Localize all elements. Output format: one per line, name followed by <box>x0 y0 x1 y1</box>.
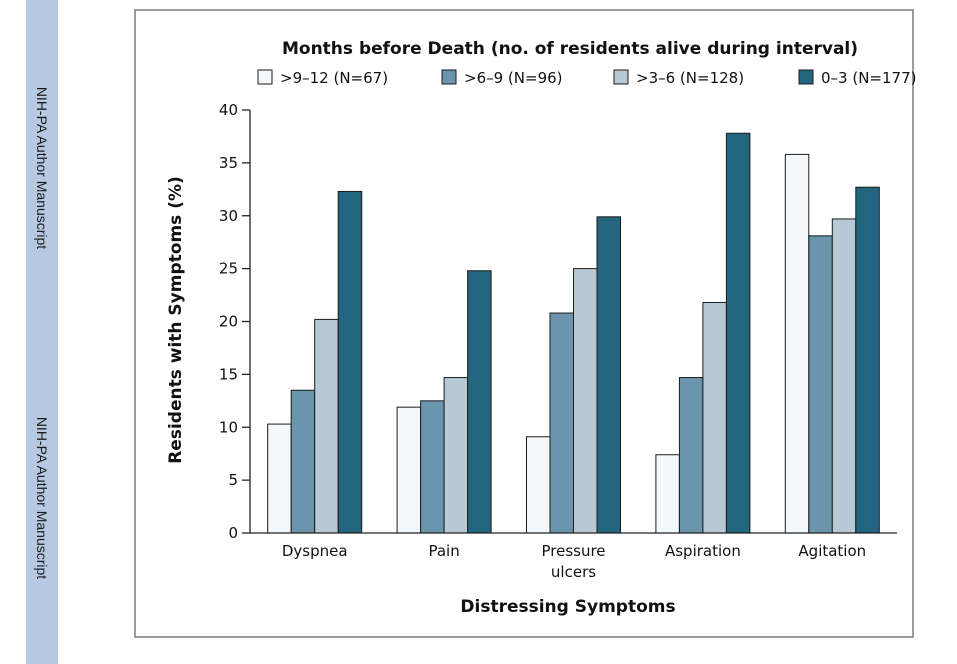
bar <box>337 190 363 534</box>
bar <box>573 268 598 534</box>
x-tick-label: Agitation <box>798 542 866 560</box>
legend-entry: >6–9 (N=96) <box>464 69 563 87</box>
bar <box>420 400 445 534</box>
bar <box>526 436 551 534</box>
sidebar-band <box>26 0 58 664</box>
y-tick-label: 0 <box>228 524 238 542</box>
x-tick-label: ulcers <box>551 563 596 581</box>
bars <box>267 132 880 534</box>
y-tick-label: 40 <box>219 101 238 119</box>
bar <box>784 153 810 534</box>
x-tick-label: Pressure <box>541 542 605 560</box>
y-axis-title: Residents with Symptoms (%) <box>166 176 186 464</box>
legend-entry: 0–3 (N=177) <box>821 69 916 87</box>
y-tick-label: 35 <box>219 154 238 172</box>
bar <box>443 377 469 534</box>
bar <box>467 270 492 534</box>
y-tick-label: 30 <box>219 207 238 225</box>
bar <box>808 235 833 534</box>
x-tick-label: Aspiration <box>665 542 741 560</box>
bar <box>596 216 621 534</box>
x-axis: Dyspnea Pain Pressure ulcers Aspiration Agita… <box>250 532 897 581</box>
bar <box>702 301 727 534</box>
bar <box>290 389 316 534</box>
bar <box>314 318 339 534</box>
legend-swatch <box>613 69 629 85</box>
legend-swatch <box>257 69 273 85</box>
y-tick-label: 15 <box>219 365 238 383</box>
bar <box>396 406 422 534</box>
bar <box>831 218 857 534</box>
legend-swatch <box>441 69 457 85</box>
legend-entry: >3–6 (N=128) <box>636 69 744 87</box>
legend-swatch <box>798 69 814 85</box>
bar <box>267 423 292 534</box>
x-tick-label: Pain <box>428 542 459 560</box>
legend: >9–12 (N=67) >6–9 (N=96) >3–6 (N=128) 0–3 (… <box>257 69 916 87</box>
legend-entry: >9–12 (N=67) <box>280 69 388 87</box>
bar <box>678 377 704 534</box>
y-axis: 0 5 10 15 20 25 30 35 40 <box>219 101 251 542</box>
y-tick-label: 10 <box>219 418 238 436</box>
x-axis-title: Distressing Symptoms <box>460 597 675 617</box>
bar <box>549 312 574 534</box>
bar <box>855 186 880 534</box>
y-tick-label: 25 <box>219 260 238 278</box>
bar <box>655 454 680 534</box>
y-tick-label: 20 <box>219 313 238 331</box>
bar <box>725 132 751 534</box>
x-tick-label: Dyspnea <box>282 542 348 560</box>
legend-title: Months before Death (no. of residents al… <box>282 39 858 59</box>
y-tick-label: 5 <box>228 471 238 489</box>
